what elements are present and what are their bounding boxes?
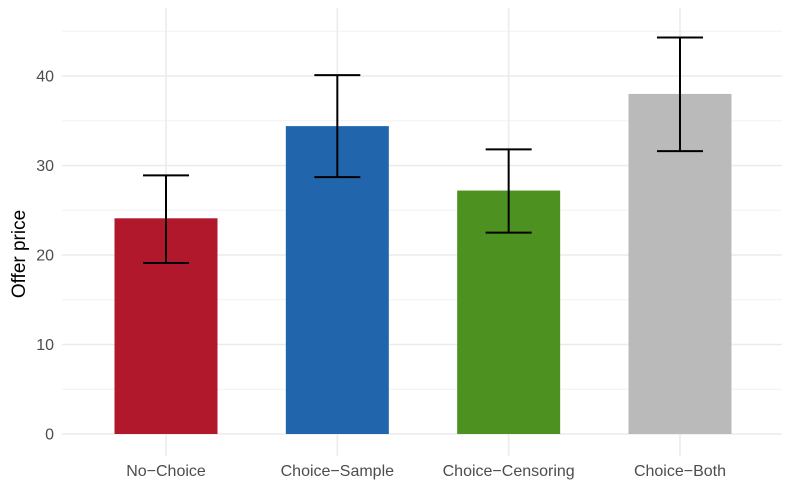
y-axis-tick-labels: 0 10 20 30 40 — [36, 69, 54, 444]
y-tick-label: 20 — [36, 248, 54, 265]
y-tick-label: 40 — [36, 69, 54, 86]
y-tick-label: 0 — [45, 427, 54, 444]
x-tick-label: No−Choice — [126, 463, 206, 480]
x-axis-tick-labels: No−Choice Choice−Sample Choice−Censoring Ch… — [126, 463, 726, 480]
y-tick-label: 10 — [36, 337, 54, 354]
y-tick-label: 30 — [36, 158, 54, 175]
error-bars — [143, 36, 703, 265]
y-axis-title: Offer price — [9, 210, 30, 298]
x-tick-label: Choice−Censoring — [443, 463, 575, 480]
bars — [114, 93, 732, 435]
x-tick-label: Choice−Both — [634, 463, 726, 480]
x-tick-label: Choice−Sample — [281, 463, 395, 480]
